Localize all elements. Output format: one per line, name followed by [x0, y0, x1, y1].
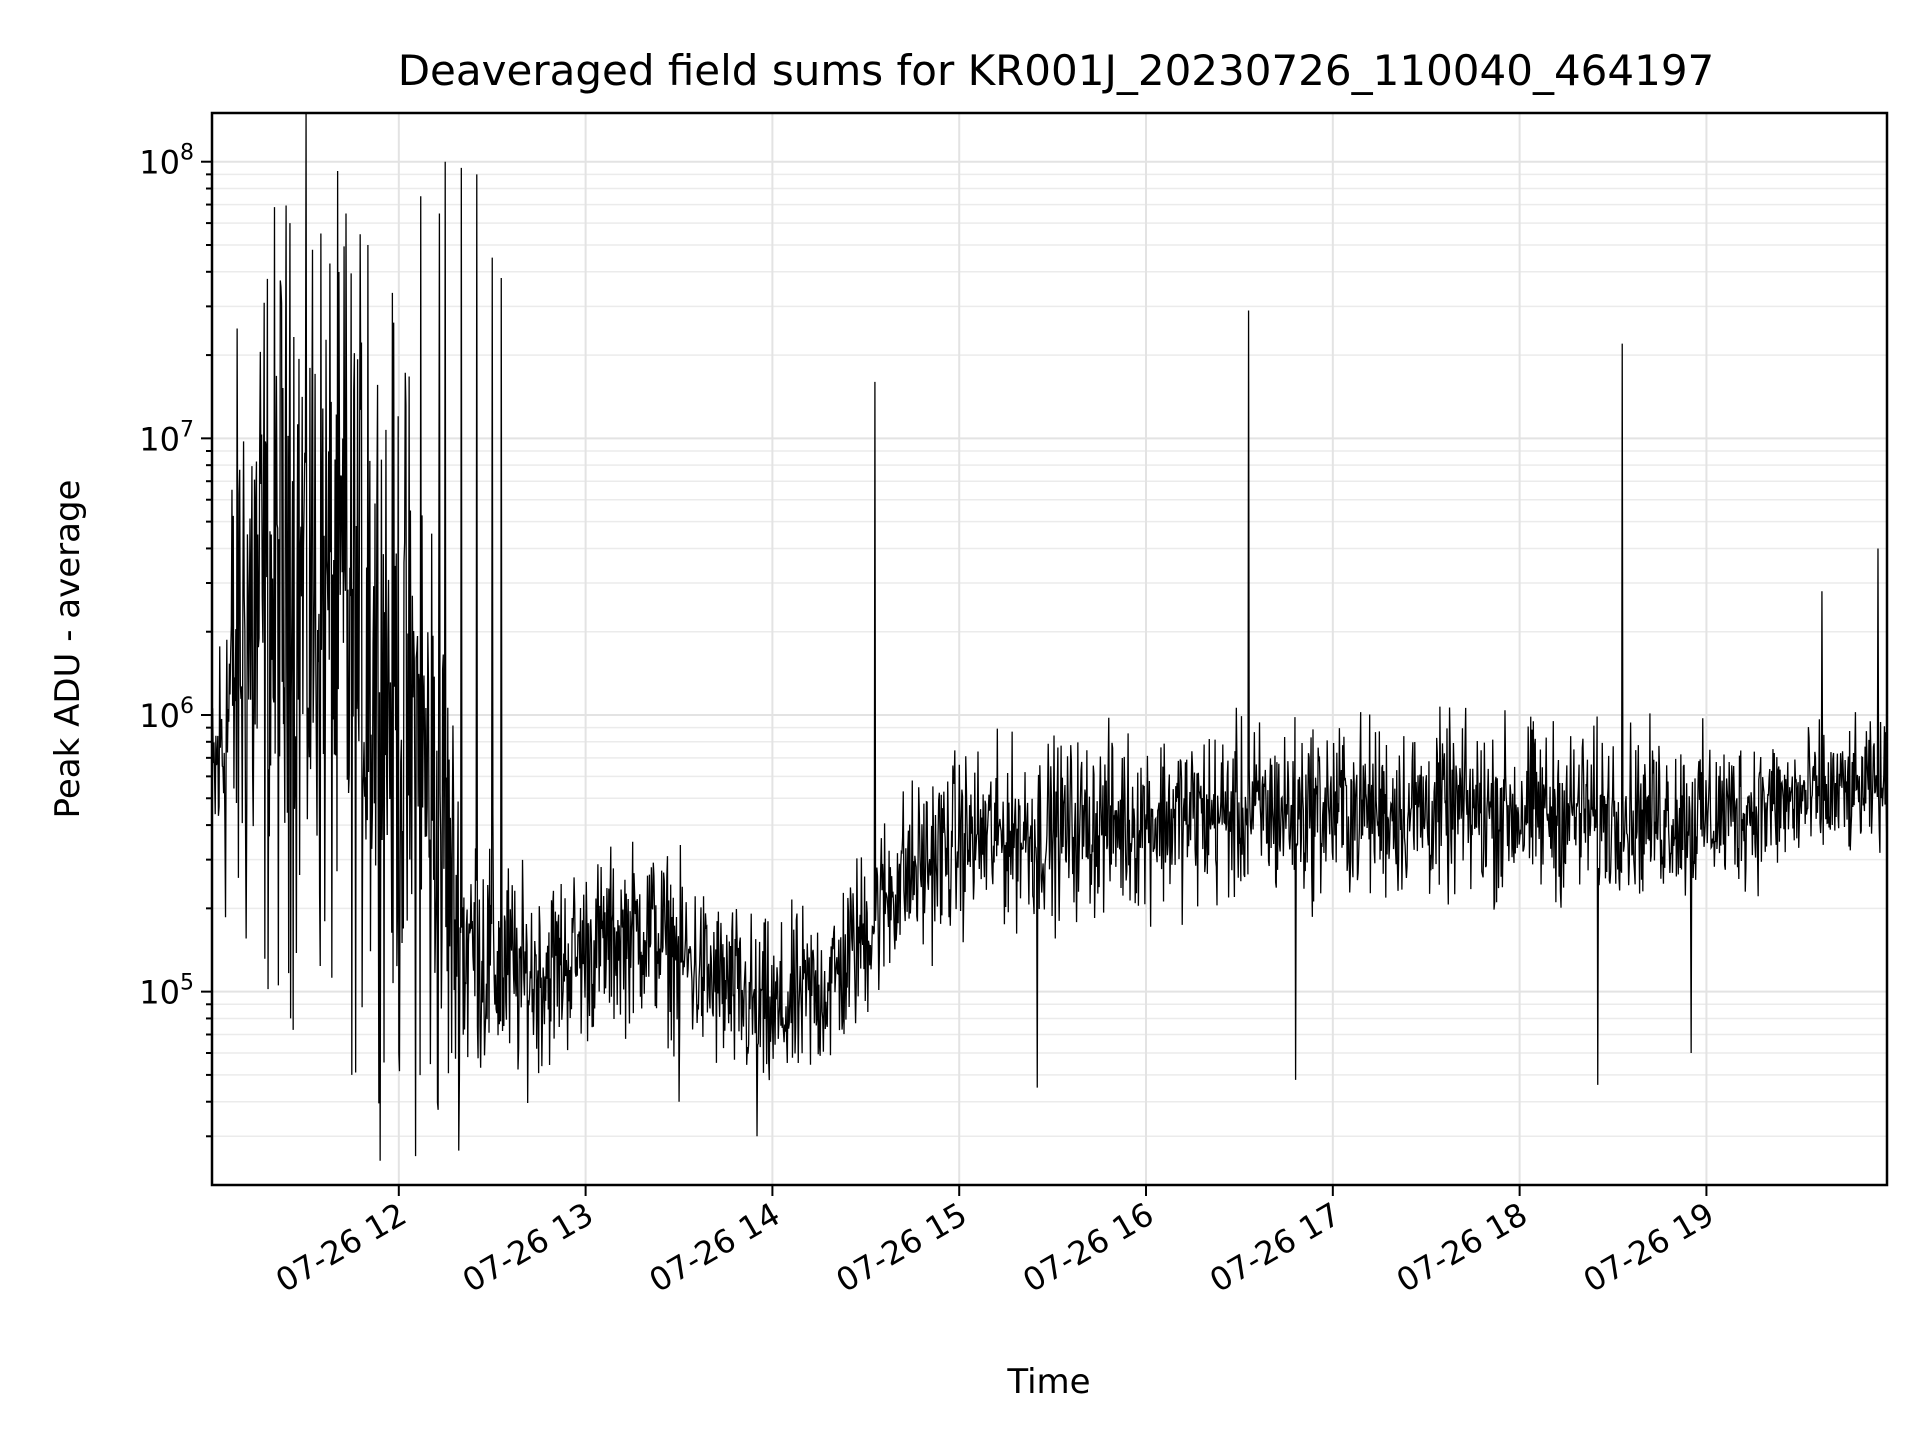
x-axis: 07-26 12 07-26 13 07-26 14 07-26 15 07-26 16…: [269, 1185, 1720, 1300]
y-tick-label: 106: [139, 694, 194, 735]
x-axis-label: Time: [1006, 1362, 1090, 1402]
y-tick-label: 108: [139, 141, 194, 182]
y-tick-label: 107: [139, 417, 194, 458]
y-tick-label: 105: [139, 971, 194, 1012]
y-axis-label: Peak ADU - average: [48, 480, 88, 819]
x-tick-label: 07-26 17: [1203, 1195, 1347, 1300]
x-tick-label: 07-26 15: [830, 1195, 974, 1300]
plot-frame: [210, 111, 1889, 1187]
x-tick-label: 07-26 14: [643, 1195, 787, 1300]
y-axis: 105 106 107 108: [139, 141, 212, 1138]
x-tick-label: 07-26 13: [456, 1195, 600, 1300]
x-tick-label: 07-26 18: [1390, 1195, 1534, 1300]
chart-title: Deaveraged field sums for KR001J_2023072…: [398, 46, 1715, 95]
x-tick-label: 07-26 16: [1016, 1195, 1160, 1300]
series-layer: [211, 112, 1888, 1161]
series-line: [211, 112, 1888, 1161]
x-tick-label: 07-26 12: [269, 1195, 413, 1300]
x-tick-label: 07-26 19: [1577, 1195, 1721, 1300]
